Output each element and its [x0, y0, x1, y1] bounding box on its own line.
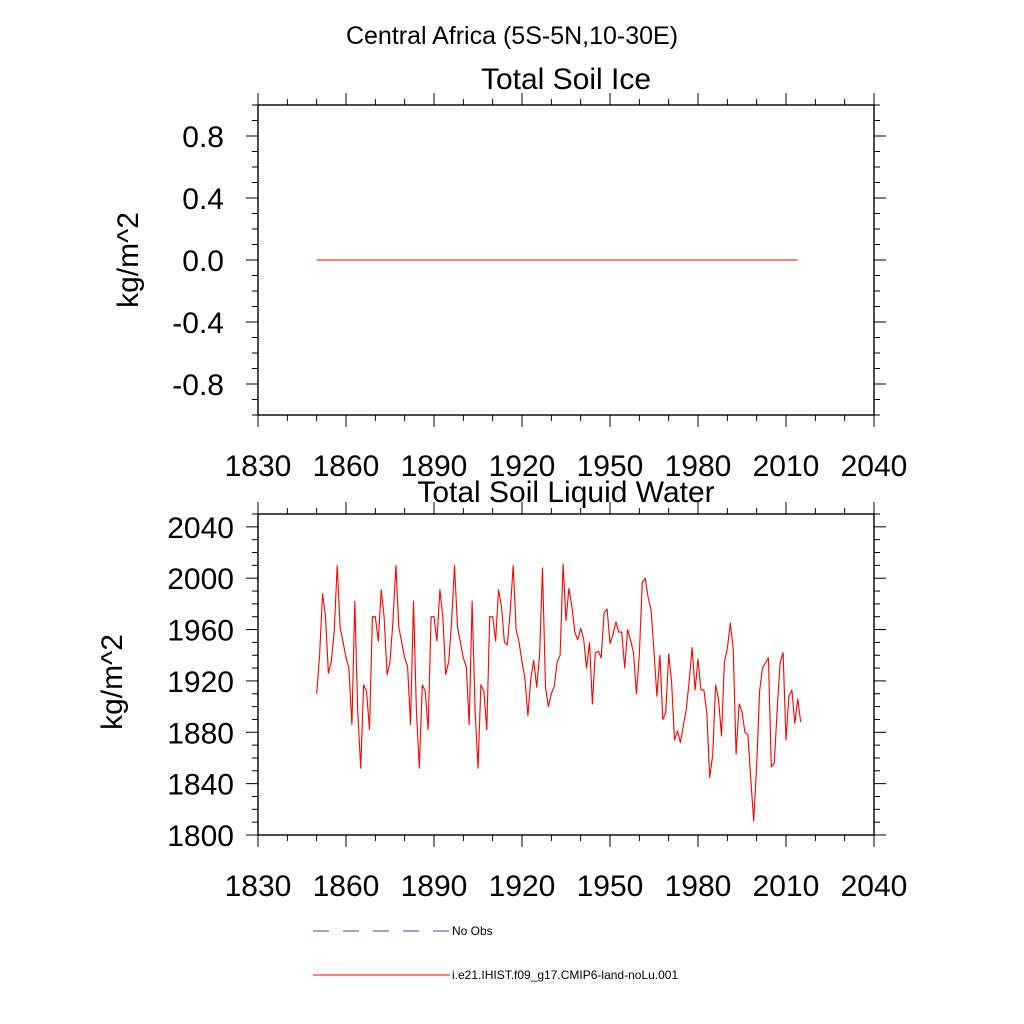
x-tick-label: 1980: [665, 450, 732, 483]
panel-soil-liquid-water-ticks: 1830 1860 1890 1920 1950 1980 2010 2040 1800 1840…: [167, 502, 907, 903]
y-tick-label: 1880: [167, 717, 234, 750]
legend-label-model-run: i.e21.IHIST.f09_g17.CMIP6-land-noLu.001: [452, 968, 678, 982]
panel-soil-liquid-water-title: Total Soil Liquid Water: [417, 476, 714, 509]
y-tick-label: 2040: [167, 512, 234, 545]
panel-soil-liquid-water-plot-area: [316, 563, 802, 822]
panel-soil-ice-ticks: 1830 1860 1890 1920 1950 1980 2010 2040 -0.8 -0.4…: [172, 93, 907, 483]
panel-soil-ice-title: Total Soil Ice: [481, 63, 651, 96]
x-tick-label: 1950: [577, 870, 644, 903]
y-tick-label: 1960: [167, 615, 234, 648]
x-tick-label: 1860: [313, 450, 380, 483]
y-tick-label: -0.4: [172, 307, 224, 340]
x-tick-label: 1830: [225, 870, 292, 903]
figure-suptitle: Central Africa (5S-5N,10-30E): [346, 22, 678, 50]
x-tick-label: 1860: [313, 870, 380, 903]
y-tick-label: 0.8: [182, 121, 224, 154]
x-tick-label: 1830: [225, 450, 292, 483]
legend: No Obs i.e21.IHIST.f09_g17.CMIP6-land-no…: [313, 924, 678, 982]
x-tick-label: 1890: [401, 870, 468, 903]
series-line-soil-liquid-water: [316, 563, 802, 822]
y-tick-label: 0.4: [182, 183, 224, 216]
x-tick-label: 1890: [401, 450, 468, 483]
x-tick-label: 2010: [753, 870, 820, 903]
x-tick-label: 1980: [665, 870, 732, 903]
legend-label-no-obs: No Obs: [452, 924, 493, 938]
x-tick-label: 2010: [753, 450, 820, 483]
y-tick-label: 1840: [167, 769, 234, 802]
x-tick-label: 1920: [489, 870, 556, 903]
panel-soil-ice-ylabel: kg/m^2: [112, 212, 145, 308]
y-tick-label: 1800: [167, 820, 234, 853]
panel-soil-liquid-water-frame: [257, 513, 875, 836]
panel-soil-liquid-water: Total Soil Liquid Water kg/m^2 1830 1860 1…: [96, 476, 907, 903]
y-tick-label: -0.8: [172, 369, 224, 402]
y-tick-label: 1920: [167, 666, 234, 699]
x-tick-label: 2040: [841, 450, 908, 483]
panel-soil-liquid-water-ylabel: kg/m^2: [96, 634, 129, 730]
x-tick-label: 1950: [577, 450, 644, 483]
y-tick-label: 2000: [167, 563, 234, 596]
panel-soil-ice: Total Soil Ice kg/m^2 1830 1860 1890 1920 19…: [112, 63, 907, 483]
panel-soil-ice-frame: [257, 104, 875, 416]
y-tick-label: 0.0: [182, 245, 224, 278]
x-tick-label: 2040: [841, 870, 908, 903]
x-tick-label: 1920: [489, 450, 556, 483]
